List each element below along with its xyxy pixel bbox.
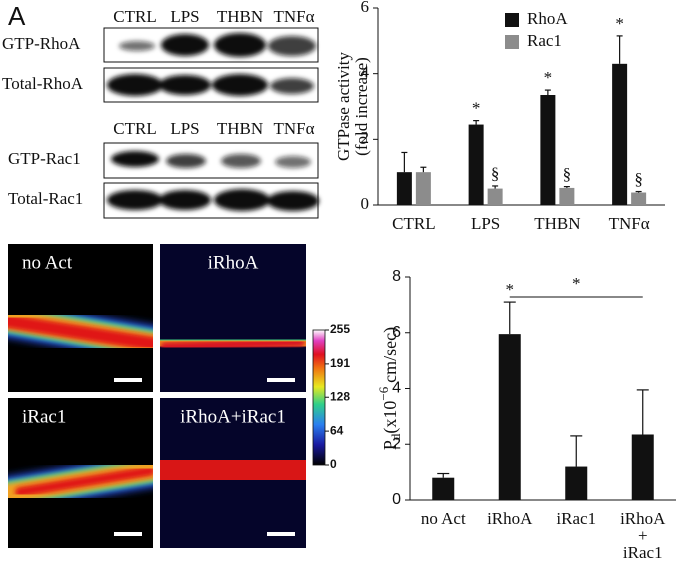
image-panels: no Act iRhoA iRac1 iRhoA+iRac1	[8, 244, 326, 548]
y-axis-label-part: d	[388, 433, 403, 440]
colorbar	[312, 329, 326, 466]
y-tick-label: 0	[392, 491, 401, 508]
image	[8, 398, 153, 548]
x-tick-label: iRac1	[556, 509, 596, 528]
blot-bands	[107, 33, 319, 211]
image-label: no Act	[22, 252, 73, 273]
y-axis-label: (fold increase)	[352, 57, 371, 156]
colorbar-tick-label: 128	[330, 389, 350, 403]
image-label: iRhoA	[208, 252, 259, 273]
legend-swatch	[505, 13, 519, 27]
significance-mark: §	[491, 164, 500, 183]
lane-label: LPS	[170, 7, 199, 26]
y-tick-label: 6	[392, 324, 401, 341]
lane-label: CTRL	[113, 7, 156, 26]
bar	[559, 187, 575, 205]
image-label: iRhoA+iRac1	[180, 406, 286, 427]
y-tick-label: 4	[361, 63, 370, 82]
significance-mark: *	[472, 99, 481, 118]
bar	[631, 192, 647, 205]
x-tick-label: +	[638, 526, 648, 545]
significance-mark: §	[563, 165, 572, 184]
y-axis-label-part: cm/sec)	[380, 327, 401, 383]
x-tick-label: iRhoA	[487, 509, 533, 528]
lane-label: CTRL	[113, 119, 156, 138]
panel-label: A	[8, 1, 26, 31]
row-label: Total-Rac1	[8, 189, 83, 208]
significance-mark: *	[544, 68, 553, 87]
significance-mark: §	[634, 169, 643, 188]
row-label: Total-RhoA	[2, 74, 84, 93]
significance-mark: *	[506, 280, 515, 299]
bar	[612, 63, 628, 205]
colorbar-tick-label: 191	[330, 356, 350, 370]
colorbar-tick-label: 255	[330, 322, 350, 336]
y-tick-label: 8	[392, 268, 401, 285]
y-axis-label-part: P	[380, 440, 400, 450]
y-tick-label: 2	[361, 128, 370, 147]
bar	[631, 434, 654, 500]
bar	[415, 172, 431, 205]
bar	[498, 334, 521, 500]
lane-label: TNFα	[273, 119, 314, 138]
legend-label: Rac1	[527, 31, 562, 50]
y-tick-label: 0	[361, 194, 370, 213]
y-axis-label: GTPase activity	[334, 51, 353, 161]
y-tick-label: 4	[392, 380, 401, 397]
image-label: iRac1	[22, 406, 66, 427]
lane-label: THBN	[217, 119, 263, 138]
legend-label: RhoA	[527, 9, 568, 28]
blot-group: CTRL LPS THBN TNFα CTRL LPS THBN TNFα GT…	[2, 7, 319, 219]
lane-label: TNFα	[273, 7, 314, 26]
bar	[396, 172, 412, 205]
y-tick-label: 2	[392, 435, 401, 452]
significance-mark: *	[615, 14, 624, 33]
row-label: GTP-Rac1	[8, 149, 81, 168]
bar	[565, 466, 588, 500]
legend-swatch	[505, 35, 519, 49]
y-axis-label: Pd(x10−6 cm/sec)	[376, 327, 403, 450]
y-axis-label-part: −6	[376, 386, 391, 400]
x-tick-label: iRhoA	[620, 509, 666, 528]
bar	[487, 188, 503, 205]
image	[160, 398, 306, 548]
x-tick-label: THBN	[534, 214, 580, 233]
comparison-label: *	[572, 274, 581, 293]
y-axis-label-part: (x10	[380, 401, 401, 434]
x-tick-label: TNFα	[609, 214, 650, 233]
image	[8, 244, 153, 392]
bar	[468, 124, 484, 205]
x-tick-label: no Act	[421, 509, 466, 528]
image	[160, 244, 306, 392]
lane-label: THBN	[217, 7, 263, 26]
bar	[432, 477, 455, 500]
row-label: GTP-RhoA	[2, 34, 81, 53]
x-tick-label: CTRL	[392, 214, 435, 233]
bar	[540, 95, 556, 205]
x-tick-label: LPS	[471, 214, 500, 233]
lane-label: LPS	[170, 119, 199, 138]
colorbar-tick-label: 0	[330, 457, 337, 471]
y-tick-label: 6	[361, 0, 370, 16]
x-tick-label: iRac1	[623, 543, 663, 562]
colorbar-tick-label: 64	[330, 423, 344, 437]
